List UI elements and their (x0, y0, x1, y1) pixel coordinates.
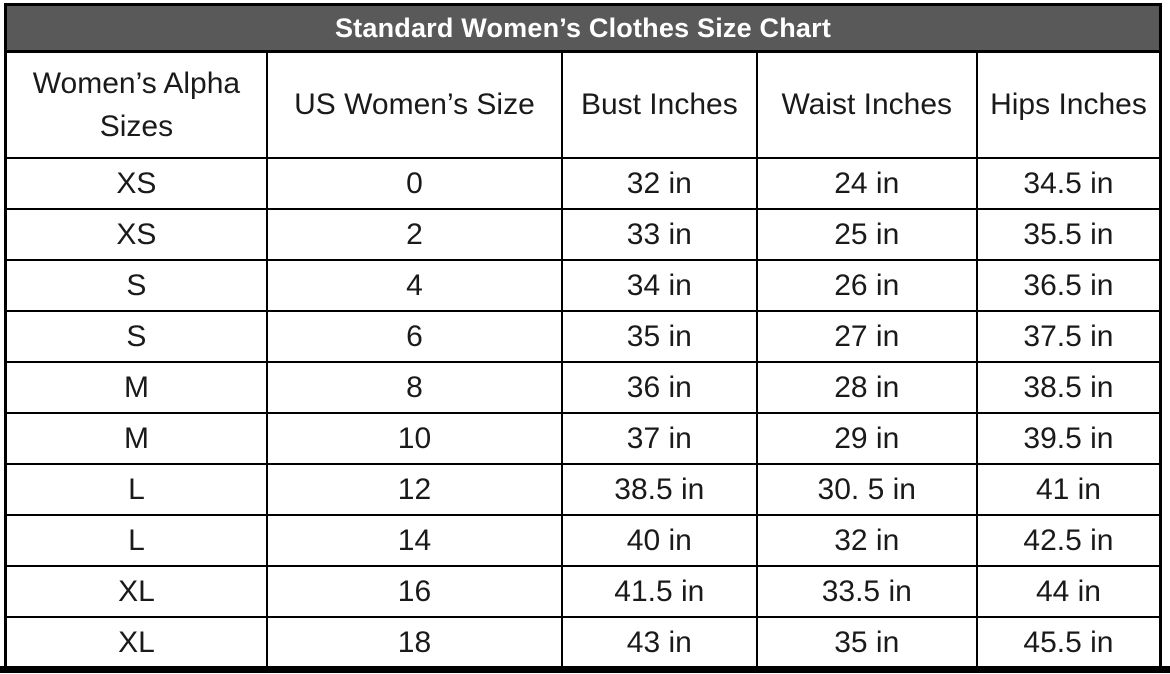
cell-us-size: 0 (265, 157, 564, 210)
cell-alpha-sizes: XS (4, 157, 268, 210)
cell-hips-inches: 35.5 in (975, 208, 1162, 261)
cell-waist-inches: 24 in (755, 157, 978, 210)
cell-alpha-sizes: L (4, 463, 268, 516)
cell-bust-inches: 32 in (561, 157, 758, 210)
cell-us-size: 16 (265, 565, 564, 618)
cell-bust-inches: 37 in (561, 412, 758, 465)
cell-bust-inches: 35 in (561, 310, 758, 363)
table-row: XL 18 43 in 35 in 45.5 in (4, 616, 1162, 670)
cell-bust-inches: 34 in (561, 259, 758, 312)
cell-waist-inches: 32 in (755, 514, 978, 567)
cell-hips-inches: 39.5 in (975, 412, 1162, 465)
cell-us-size: 14 (265, 514, 564, 567)
cell-hips-inches: 37.5 in (975, 310, 1162, 363)
cell-us-size: 4 (265, 259, 564, 312)
cell-us-size: 2 (265, 208, 564, 261)
table-row: XL 16 41.5 in 33.5 in 44 in (4, 565, 1162, 618)
table-row: S 6 35 in 27 in 37.5 in (4, 310, 1162, 363)
cell-alpha-sizes: M (4, 412, 268, 465)
cell-us-size: 6 (265, 310, 564, 363)
cell-us-size: 12 (265, 463, 564, 516)
cell-waist-inches: 27 in (755, 310, 978, 363)
cell-alpha-sizes: XL (4, 565, 268, 618)
title-row: Standard Women’s Clothes Size Chart (4, 3, 1162, 53)
cell-us-size: 8 (265, 361, 564, 414)
column-header-us-size: US Women’s Size (265, 50, 564, 159)
cell-bust-inches: 41.5 in (561, 565, 758, 618)
table-row: M 10 37 in 29 in 39.5 in (4, 412, 1162, 465)
table-row: S 4 34 in 26 in 36.5 in (4, 259, 1162, 312)
column-header-waist-inches: Waist Inches (755, 50, 978, 159)
cell-waist-inches: 25 in (755, 208, 978, 261)
table-row: L 14 40 in 32 in 42.5 in (4, 514, 1162, 567)
cell-bust-inches: 40 in (561, 514, 758, 567)
cell-waist-inches: 30. 5 in (755, 463, 978, 516)
cell-us-size: 10 (265, 412, 564, 465)
header-row: Women’s Alpha Sizes US Women’s Size Bust I… (4, 50, 1162, 159)
cell-alpha-sizes: M (4, 361, 268, 414)
cell-bust-inches: 36 in (561, 361, 758, 414)
bottom-rule (0, 666, 1170, 673)
cell-alpha-sizes: S (4, 310, 268, 363)
column-header-hips-inches: Hips Inches (975, 50, 1162, 159)
table-row: L 12 38.5 in 30. 5 in 41 in (4, 463, 1162, 516)
table-row: XS 2 33 in 25 in 35.5 in (4, 208, 1162, 261)
cell-bust-inches: 33 in (561, 208, 758, 261)
cell-hips-inches: 41 in (975, 463, 1162, 516)
cell-hips-inches: 38.5 in (975, 361, 1162, 414)
cell-alpha-sizes: S (4, 259, 268, 312)
cell-hips-inches: 44 in (975, 565, 1162, 618)
cell-waist-inches: 33.5 in (755, 565, 978, 618)
cell-bust-inches: 38.5 in (561, 463, 758, 516)
cell-waist-inches: 26 in (755, 259, 978, 312)
cell-hips-inches: 45.5 in (975, 616, 1162, 670)
cell-waist-inches: 28 in (755, 361, 978, 414)
cell-hips-inches: 42.5 in (975, 514, 1162, 567)
cell-hips-inches: 34.5 in (975, 157, 1162, 210)
cell-waist-inches: 29 in (755, 412, 978, 465)
cell-hips-inches: 36.5 in (975, 259, 1162, 312)
cell-bust-inches: 43 in (561, 616, 758, 670)
cell-waist-inches: 35 in (755, 616, 978, 670)
table-row: M 8 36 in 28 in 38.5 in (4, 361, 1162, 414)
cell-alpha-sizes: L (4, 514, 268, 567)
table-row: XS 0 32 in 24 in 34.5 in (4, 157, 1162, 210)
cell-us-size: 18 (265, 616, 564, 670)
chart-title: Standard Women’s Clothes Size Chart (4, 3, 1162, 53)
cell-alpha-sizes: XS (4, 208, 268, 261)
cell-alpha-sizes: XL (4, 616, 268, 670)
column-header-alpha-sizes: Women’s Alpha Sizes (4, 50, 268, 159)
column-header-bust-inches: Bust Inches (561, 50, 758, 159)
size-chart-table: Standard Women’s Clothes Size Chart Wome… (4, 3, 1162, 670)
